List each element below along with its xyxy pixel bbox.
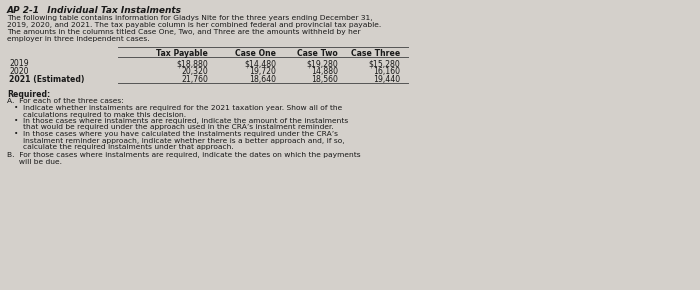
Text: 2021 (Estimated): 2021 (Estimated) — [9, 75, 85, 84]
Text: •: • — [14, 131, 18, 137]
Text: Case Three: Case Three — [351, 48, 400, 57]
Text: $18,880: $18,880 — [176, 59, 208, 68]
Text: A.  For each of the three cases:: A. For each of the three cases: — [7, 98, 124, 104]
Text: 19,720: 19,720 — [249, 67, 276, 76]
Text: 18,640: 18,640 — [249, 75, 276, 84]
Text: 2019: 2019 — [9, 59, 29, 68]
Text: 18,560: 18,560 — [311, 75, 338, 84]
Text: 16,160: 16,160 — [373, 67, 400, 76]
Text: $14,480: $14,480 — [244, 59, 276, 68]
Text: 20,320: 20,320 — [181, 67, 208, 76]
Text: $19,280: $19,280 — [307, 59, 338, 68]
Text: 2020: 2020 — [9, 67, 29, 76]
Text: Individual Tax Instalments: Individual Tax Instalments — [41, 6, 181, 15]
Text: The amounts in the columns titled Case One, Two, and Three are the amounts withh: The amounts in the columns titled Case O… — [7, 29, 360, 35]
Text: $15,280: $15,280 — [368, 59, 400, 68]
Text: that would be required under the approach used in the CRA’s instalment reminder.: that would be required under the approac… — [23, 124, 334, 130]
Text: In those cases where instalments are required, indicate the amount of the instal: In those cases where instalments are req… — [23, 118, 349, 124]
Text: 14,880: 14,880 — [311, 67, 338, 76]
Text: AP 2-1: AP 2-1 — [7, 6, 40, 15]
Text: 19,440: 19,440 — [373, 75, 400, 84]
Text: •: • — [14, 118, 18, 124]
Text: 21,760: 21,760 — [181, 75, 208, 84]
Text: 2019, 2020, and 2021. The tax payable column is her combined federal and provinc: 2019, 2020, and 2021. The tax payable co… — [7, 22, 382, 28]
Text: instalment reminder approach, indicate whether there is a better approach and, i: instalment reminder approach, indicate w… — [23, 137, 344, 144]
Text: Indicate whether instalments are required for the 2021 taxation year. Show all o: Indicate whether instalments are require… — [23, 105, 342, 111]
Text: Tax Payable: Tax Payable — [156, 48, 208, 57]
Text: In those cases where you have calculated the instalments required under the CRA’: In those cases where you have calculated… — [23, 131, 338, 137]
Text: Required:: Required: — [7, 90, 50, 99]
Text: employer in three independent cases.: employer in three independent cases. — [7, 36, 150, 42]
Text: B.  For those cases where instalments are required, indicate the dates on which : B. For those cases where instalments are… — [7, 152, 360, 158]
Text: will be due.: will be due. — [7, 159, 62, 164]
Text: Case One: Case One — [235, 48, 276, 57]
Text: The following table contains information for Gladys Nite for the three years end: The following table contains information… — [7, 15, 372, 21]
Text: •: • — [14, 105, 18, 111]
Text: calculations required to make this decision.: calculations required to make this decis… — [23, 111, 186, 117]
Text: Case Two: Case Two — [298, 48, 338, 57]
Text: calculate the required instalments under that approach.: calculate the required instalments under… — [23, 144, 234, 150]
